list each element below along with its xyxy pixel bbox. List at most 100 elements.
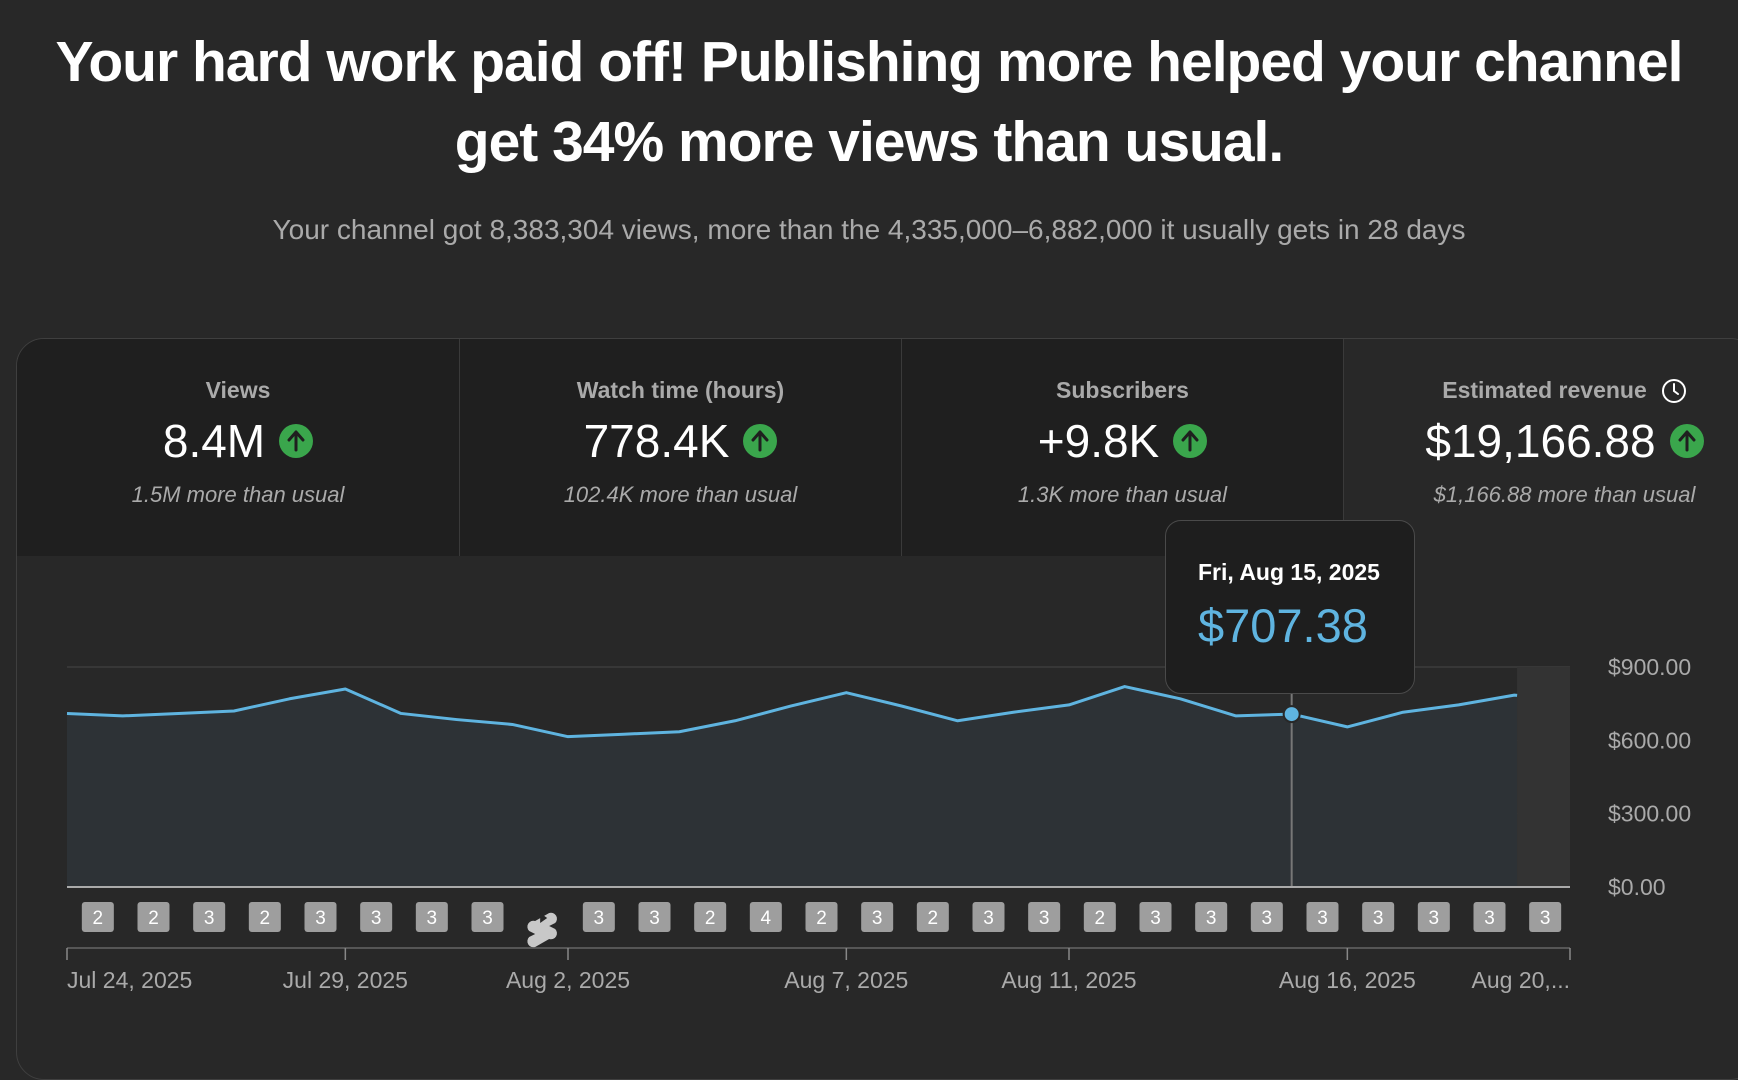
upload-count-badge[interactable]: 3 — [1362, 902, 1395, 932]
tooltip-date: Fri, Aug 15, 2025 — [1198, 559, 1380, 585]
data-point[interactable] — [1455, 701, 1463, 709]
upload-count-badge[interactable]: 3 — [1250, 902, 1283, 932]
x-tick-label: Aug 2, 2025 — [506, 967, 630, 993]
clock-icon[interactable] — [1661, 378, 1687, 404]
data-point[interactable] — [63, 709, 71, 717]
highlight-point[interactable] — [1282, 705, 1301, 724]
upload-count-badge[interactable]: 3 — [471, 902, 504, 932]
data-point[interactable] — [1510, 691, 1518, 699]
data-point[interactable] — [731, 717, 739, 725]
revenue-series-line — [66, 685, 1518, 739]
upload-count-badge[interactable]: 3 — [360, 902, 393, 932]
metric-value: 778.4K — [583, 415, 730, 467]
x-tick-label: Aug 7, 2025 — [784, 967, 908, 993]
metric-note: 1.5M more than usual — [131, 482, 345, 507]
data-point[interactable] — [508, 720, 516, 728]
data-point[interactable] — [1566, 697, 1574, 705]
upload-count-badge[interactable]: 3 — [582, 902, 615, 932]
data-point[interactable] — [1009, 708, 1017, 716]
upload-count-badge[interactable]: 3 — [1417, 902, 1450, 932]
data-point[interactable] — [564, 733, 572, 741]
svg-text:3: 3 — [649, 908, 660, 929]
arrow-up-icon — [1669, 424, 1704, 458]
data-point[interactable] — [341, 685, 349, 693]
upload-count-badge[interactable]: 3 — [1529, 902, 1562, 932]
svg-text:2: 2 — [93, 908, 104, 929]
x-tick-label: Jul 29, 2025 — [283, 967, 408, 993]
upload-count-badge[interactable]: 2 — [805, 902, 838, 932]
metric-tab-views[interactable]: Views 8.4M 1.5M more than usual — [17, 339, 459, 556]
data-point[interactable] — [230, 707, 238, 715]
shorts-upload-icon[interactable] — [527, 912, 557, 948]
svg-text:3: 3 — [1206, 908, 1217, 929]
svg-text:3: 3 — [1373, 908, 1384, 929]
upload-count-badge[interactable]: 2 — [248, 902, 281, 932]
data-point[interactable] — [286, 695, 294, 703]
data-point[interactable] — [1399, 708, 1407, 716]
headline: Your hard work paid off! Publishing more… — [0, 22, 1738, 182]
upload-count-badge[interactable]: 2 — [137, 902, 170, 932]
x-tick-label: Jul 24, 2025 — [67, 967, 192, 993]
svg-text:3: 3 — [1429, 908, 1440, 929]
metric-tab-estimated-revenue[interactable]: Estimated revenue $19,166.88 $1,166.88 m… — [1343, 339, 1738, 556]
upload-count-badge[interactable]: 3 — [972, 902, 1005, 932]
data-point[interactable] — [1176, 695, 1184, 703]
arrow-up-icon — [743, 424, 778, 458]
svg-text:3: 3 — [1150, 908, 1161, 929]
svg-text:3: 3 — [872, 908, 883, 929]
upload-count-badge[interactable]: 3 — [304, 902, 337, 932]
upload-count-badge[interactable]: 2 — [1083, 902, 1116, 932]
arrow-up-icon — [1173, 424, 1208, 458]
data-point[interactable] — [453, 716, 461, 724]
y-tick-label: $600.00 — [1608, 727, 1691, 753]
svg-text:3: 3 — [1540, 908, 1551, 929]
upload-count-badge[interactable]: 3 — [638, 902, 671, 932]
svg-text:2: 2 — [816, 908, 827, 929]
upload-count-badge[interactable]: 4 — [749, 902, 782, 932]
upload-count-badge[interactable]: 2 — [81, 902, 114, 932]
svg-text:2: 2 — [705, 908, 716, 929]
metric-note: $1,166.88 more than usual — [1433, 482, 1696, 507]
data-point[interactable] — [787, 702, 795, 710]
upload-count-badge[interactable]: 3 — [1306, 902, 1339, 932]
svg-text:2: 2 — [1095, 908, 1106, 929]
upload-count-badge[interactable]: 3 — [193, 902, 226, 932]
x-tick-label: Aug 20,... — [1472, 967, 1570, 993]
metric-value: 8.4M — [162, 415, 266, 467]
data-point[interactable] — [675, 728, 683, 736]
svg-text:3: 3 — [594, 908, 605, 929]
metric-tab-subscribers[interactable]: Subscribers +9.8K 1.3K more than usual — [901, 339, 1343, 556]
data-point[interactable] — [620, 730, 628, 738]
data-point[interactable] — [1065, 701, 1073, 709]
data-point[interactable] — [898, 702, 906, 710]
metric-value: $19,166.88 — [1425, 415, 1656, 467]
headline-line-1: Your hard work paid off! Publishing more… — [55, 30, 1684, 94]
svg-text:3: 3 — [204, 908, 215, 929]
data-point[interactable] — [174, 709, 182, 717]
data-point[interactable] — [1343, 723, 1351, 731]
tooltip-value: $707.38 — [1198, 599, 1368, 652]
metric-label: Subscribers — [1056, 377, 1189, 403]
metric-label: Watch time (hours) — [576, 377, 785, 403]
svg-text:2: 2 — [928, 908, 939, 929]
data-point[interactable] — [1232, 712, 1240, 720]
y-tick-label: $300.00 — [1608, 801, 1691, 827]
svg-text:3: 3 — [482, 908, 493, 929]
data-point[interactable] — [842, 689, 850, 697]
revenue-chart[interactable]: $900.00 $600.00 $300.00 $0.00 2 2 3 2 3 3 3 3 3 3 2 4 2… — [0, 0, 1738, 1050]
metric-note: 102.4K more than usual — [563, 482, 798, 507]
upload-count-badge[interactable]: 3 — [1028, 902, 1061, 932]
upload-count-badge[interactable]: 3 — [1473, 902, 1506, 932]
upload-count-badge[interactable]: 3 — [861, 902, 894, 932]
data-point[interactable] — [397, 709, 405, 717]
data-point[interactable] — [119, 712, 127, 720]
metric-tab-watch-time[interactable]: Watch time (hours) 778.4K 102.4K more th… — [459, 339, 901, 556]
svg-text:3: 3 — [427, 908, 438, 929]
data-point[interactable] — [954, 717, 962, 725]
upload-count-badge[interactable]: 3 — [1139, 902, 1172, 932]
upload-count-badge[interactable]: 3 — [1195, 902, 1228, 932]
upload-count-badge[interactable]: 2 — [694, 902, 727, 932]
data-point[interactable] — [1121, 683, 1129, 691]
upload-count-badge[interactable]: 3 — [415, 902, 448, 932]
upload-count-badge[interactable]: 2 — [916, 902, 949, 932]
